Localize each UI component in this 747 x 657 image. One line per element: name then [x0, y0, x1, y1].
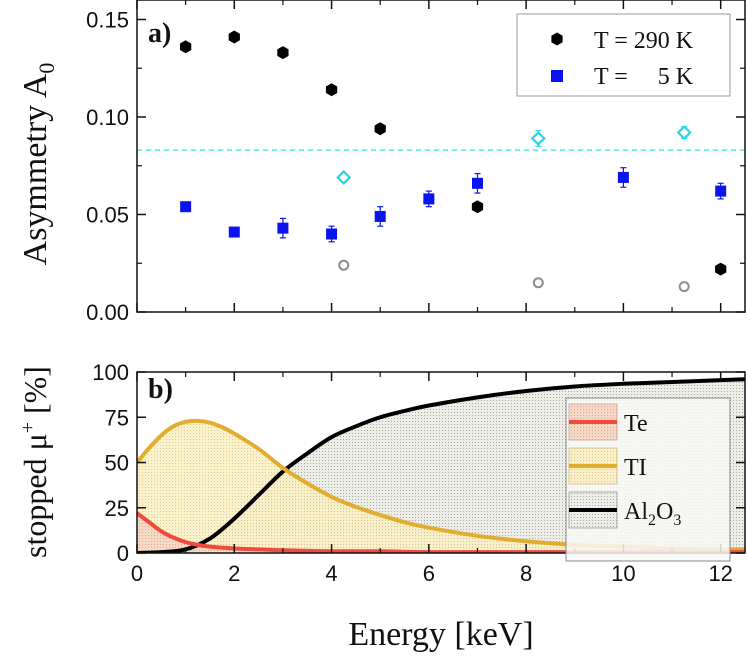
panel-a-legend: T = 290 K T = 5 K: [516, 13, 731, 97]
panel-b-ylabel: stopped μ+ [%]: [17, 366, 53, 558]
point-5k: [228, 226, 240, 238]
panel-b-ytick-label: 0: [117, 541, 129, 566]
panel-b-ytick-label: 75: [105, 405, 129, 430]
panel-b-ytick-label: 25: [105, 496, 129, 521]
legend-label-te: Te: [624, 411, 648, 437]
te-area: [137, 513, 745, 553]
panel-a-frame: [136, 0, 746, 313]
panel-b-ticks: 0 25 50 75 100 0 2 4 6 8 10 12: [92, 360, 745, 586]
panel-a: 0.00 0.05 0.10 0.15 a) T = 290 K T = 5 K As…: [17, 0, 746, 325]
point-5k: [277, 222, 289, 234]
point-290k: [180, 40, 192, 54]
x-tick-label: 10: [611, 561, 635, 586]
point-290k: [715, 262, 727, 276]
ti-area: [137, 420, 745, 553]
panel-a-ytick-label: 0.15: [86, 8, 129, 33]
legend-hexagon-marker: [551, 32, 563, 46]
panel-a-ytick-label: 0.10: [86, 105, 129, 130]
panel-a-ytick-label: 0.05: [86, 203, 129, 228]
legend-label-ti: TI: [624, 455, 647, 481]
legend-hexagon: [551, 32, 563, 46]
panel-b-legend: Te TI Al2O3: [565, 397, 731, 562]
point-cyan-diamond: [676, 125, 692, 141]
panel-a-ylabel: Asymmetry A0: [17, 63, 59, 266]
legend-label-290k: T = 290 K: [594, 28, 694, 54]
x-tick-label: 4: [325, 561, 337, 586]
legend-a-frame: [516, 13, 731, 97]
point-5k: [715, 185, 727, 197]
point-290k: [325, 83, 338, 97]
point-gray-circle: [532, 277, 544, 289]
point-cyan-diamond: [336, 169, 352, 186]
panel-b-ytick-label: 100: [92, 360, 129, 385]
legend-square-marker: [551, 70, 563, 82]
x-tick-label: 2: [228, 561, 240, 586]
point-5k: [374, 210, 386, 222]
point-5k: [617, 171, 629, 183]
panel-a-ytick-label: 0.00: [86, 300, 129, 325]
point-cyan-diamond: [530, 130, 546, 147]
x-tick-label: 12: [708, 561, 732, 586]
point-5k: [423, 193, 435, 205]
point-290k: [374, 122, 386, 136]
panel-a-label: a): [148, 18, 171, 49]
point-5k: [326, 228, 338, 240]
panel-b-frame: [136, 371, 746, 554]
point-290k: [277, 46, 289, 60]
x-tick-label: 0: [131, 561, 143, 586]
al2o3-line: [137, 377, 746, 553]
legend-label-5k: T = 5 K: [594, 64, 694, 90]
panel-b-ytick-label: 50: [105, 451, 129, 476]
point-5k: [180, 201, 192, 213]
panel-a-data-marks: [180, 30, 727, 293]
point-gray-circle: [678, 281, 690, 293]
panel-a-ticks: 0.00 0.05 0.10 0.15: [86, 0, 745, 325]
point-5k: [471, 177, 483, 189]
point-gray-circle: [338, 259, 350, 271]
x-axis-label: Energy [keV]: [348, 616, 533, 653]
x-tick-label: 6: [423, 561, 435, 586]
legend-label-al2o3: Al2O3: [624, 499, 681, 529]
x-tick-label: 8: [520, 561, 532, 586]
point-290k: [471, 200, 484, 214]
point-290k: [228, 30, 240, 44]
panel-b-label: b): [148, 374, 173, 405]
panel-b: 0 25 50 75 100 0 2 4 6 8 10 12 b) Te TI Al2O3 stopp…: [17, 360, 746, 653]
